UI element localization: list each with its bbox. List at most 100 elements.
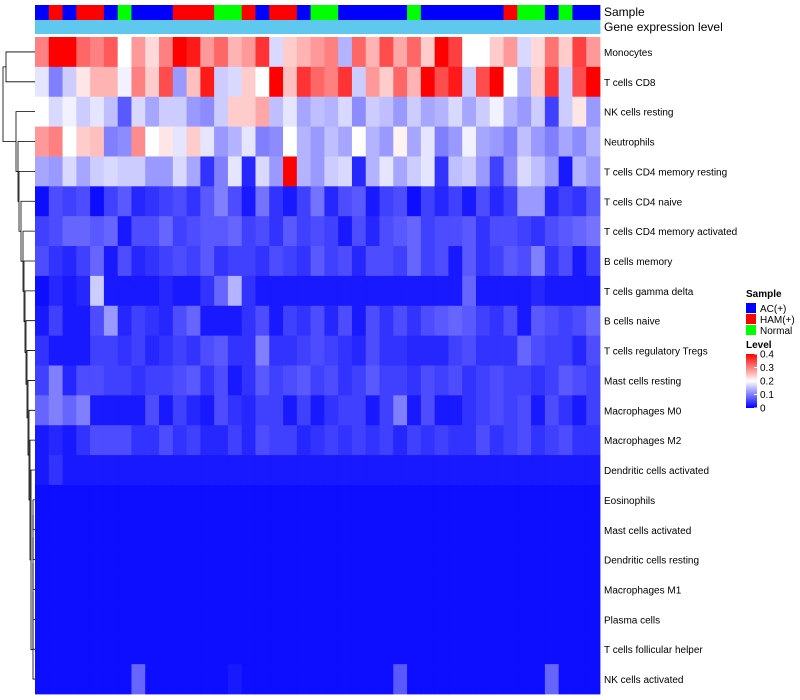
sample-legend-swatch: [746, 314, 756, 324]
heatmap-cell: [48, 275, 63, 307]
heatmap-cell: [159, 246, 174, 277]
heatmap-cell: [310, 514, 325, 546]
heatmap-cell: [434, 305, 449, 337]
heatmap-cell: [103, 664, 119, 695]
heatmap-cell: [489, 484, 504, 516]
heatmap-cell: [558, 305, 573, 337]
heatmap-cell: [434, 126, 449, 157]
row-label: Dendritic cells resting: [604, 556, 699, 567]
heatmap-cell: [103, 455, 119, 486]
heatmap-cell: [214, 66, 229, 98]
heatmap-cell: [475, 126, 491, 157]
heatmap-cell: [159, 604, 174, 635]
heatmap-cell: [283, 37, 298, 68]
heatmap-cell: [296, 126, 312, 157]
heatmap-cell: [393, 186, 408, 217]
heatmap-cell: [117, 455, 132, 486]
heatmap-cell: [338, 156, 353, 187]
heatmap-cell: [572, 156, 587, 187]
heatmap-cell: [351, 484, 367, 516]
heatmap-cell: [90, 604, 105, 635]
heatmap-cell: [517, 96, 532, 127]
heatmap-cell: [103, 126, 119, 157]
heatmap-cell: [420, 484, 436, 516]
heatmap-cell: [159, 275, 174, 307]
heatmap-cell: [351, 455, 367, 486]
heatmap-cell: [558, 544, 573, 575]
heatmap-cell: [145, 395, 160, 426]
heatmap-cell: [324, 246, 339, 277]
heatmap-cell: [338, 275, 353, 307]
sample-annotation-cell: [351, 5, 367, 20]
level-legend-tick-label: 0.2: [760, 377, 774, 388]
heatmap-cell: [131, 335, 146, 366]
heatmap-cell: [35, 66, 50, 98]
heatmap-cell: [145, 634, 160, 665]
heatmap-cell: [324, 634, 339, 665]
heatmap-cell: [76, 395, 91, 426]
heatmap-cell: [131, 305, 146, 337]
heatmap-cell: [475, 634, 491, 665]
heatmap-cell: [517, 634, 532, 665]
heatmap-cell: [517, 335, 532, 366]
heatmap-cell: [35, 664, 50, 695]
row-label: T cells CD8: [604, 78, 656, 89]
heatmap-cell: [558, 246, 573, 277]
sample-annotation-cell: [172, 5, 187, 20]
heatmap-cell: [131, 544, 146, 575]
heatmap-cell: [35, 574, 50, 605]
heatmap-cell: [475, 186, 491, 217]
row-label: B cells naive: [604, 317, 661, 328]
heatmap-cell: [186, 634, 201, 665]
heatmap-cell: [241, 514, 256, 546]
heatmap-cell: [186, 186, 201, 217]
heatmap-cell: [544, 216, 560, 247]
heatmap-cell: [517, 604, 532, 635]
heatmap-cell: [117, 156, 132, 187]
heatmap-cell: [310, 395, 325, 426]
heatmap-cell: [393, 574, 408, 605]
heatmap-cell: [103, 37, 119, 68]
heatmap-cell: [434, 156, 449, 187]
heatmap-cell: [76, 275, 91, 307]
heatmap-cell: [200, 275, 215, 307]
sample-legend-title: Sample: [746, 289, 782, 300]
heatmap-cell: [255, 544, 270, 575]
heatmap-cell: [448, 574, 463, 605]
gene-expression-annotation-cell: [531, 20, 546, 34]
heatmap-cell: [117, 186, 132, 217]
heatmap-cell: [103, 604, 119, 635]
heatmap-cell: [255, 186, 270, 217]
heatmap-cell: [558, 455, 573, 486]
heatmap-cell: [172, 425, 187, 456]
row-label: Macrophages M2: [604, 436, 682, 447]
sample-annotation-cell: [62, 5, 77, 20]
heatmap-cell: [310, 305, 325, 337]
heatmap-cell: [214, 634, 229, 665]
heatmap-cell: [159, 365, 174, 396]
heatmap-cell: [186, 604, 201, 635]
heatmap-cell: [393, 514, 408, 546]
heatmap-cell: [420, 275, 436, 307]
heatmap-cell: [214, 246, 229, 277]
heatmap-cell: [241, 664, 256, 695]
heatmap-cell: [227, 365, 243, 396]
heatmap-cell: [310, 275, 325, 307]
heatmap-cell: [269, 634, 284, 665]
heatmap-cell: [35, 275, 50, 307]
heatmap-cell: [90, 455, 105, 486]
annotation-label-gene-expression: Gene expression level: [604, 20, 723, 34]
heatmap-cell: [159, 514, 174, 546]
heatmap-cell: [159, 484, 174, 516]
heatmap-cell: [448, 305, 463, 337]
heatmap-cell: [572, 604, 587, 635]
heatmap-cell: [407, 664, 422, 695]
heatmap-cell: [62, 246, 77, 277]
heatmap-cell: [159, 544, 174, 575]
sample-annotation-cell: [159, 5, 174, 20]
heatmap-cell: [365, 37, 380, 68]
heatmap-cell: [517, 514, 532, 546]
heatmap-cell: [117, 484, 132, 516]
heatmap-cell: [48, 425, 63, 456]
heatmap-cell: [117, 514, 132, 546]
